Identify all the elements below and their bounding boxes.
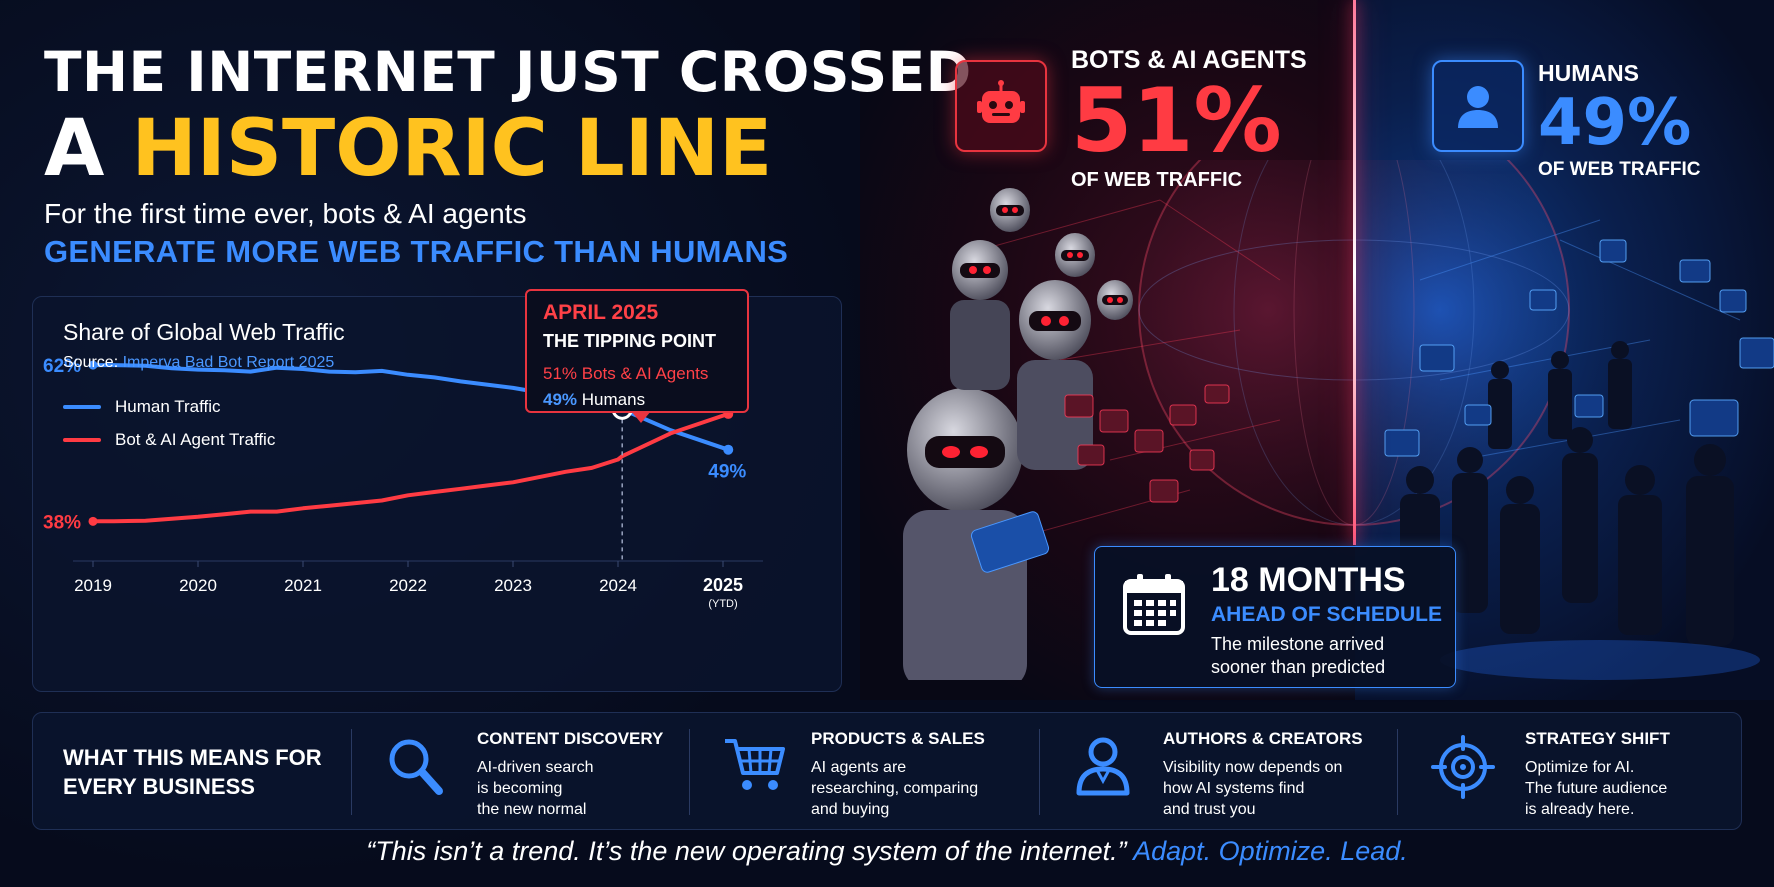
bots-stat: BOTS & AI AGENTS 51% OF WEB TRAFFIC: [1071, 46, 1307, 192]
business-item-desc-line: The future audience: [1525, 780, 1668, 797]
quote-tagline: Adapt. Optimize. Lead.: [1133, 836, 1408, 866]
label-human-end: 49%: [708, 462, 746, 483]
divider: [351, 729, 352, 815]
label-bot-start: 38%: [43, 512, 81, 533]
schedule-headline: 18 MONTHS: [1211, 561, 1406, 599]
business-item-desc-line: the new normal: [477, 801, 587, 818]
callout-pointer: [631, 411, 651, 423]
robot-icon: [977, 80, 1025, 123]
target-icon: [1431, 735, 1495, 799]
business-item-desc-line: how AI systems find: [1163, 780, 1305, 797]
robot-icon-box: [955, 60, 1047, 152]
business-item-strategy-shift: STRATEGY SHIFT Optimize for AI. The futu…: [1525, 729, 1670, 820]
x-tick-note: (YTD): [708, 598, 737, 610]
legend-item-bot: Bot & AI Agent Traffic: [63, 423, 275, 456]
humans-stat-value: 49%: [1538, 86, 1692, 160]
headline-line-2-white: A: [44, 104, 105, 194]
subheadline-emphasis: GENERATE MORE WEB TRAFFIC THAN HUMANS: [44, 234, 789, 269]
divider: [689, 729, 690, 815]
bots-stat-sub: OF WEB TRAFFIC: [1071, 169, 1243, 191]
headline-line-1: THE INTERNET JUST CROSSED: [44, 40, 972, 104]
business-item-desc-line: Visibility now depends on: [1163, 759, 1343, 776]
business-item-desc-line: and trust you: [1163, 801, 1256, 818]
quote-text: “This isn’t a trend. It’s the new operat…: [366, 836, 1127, 866]
legend-swatch-bot: [63, 437, 101, 442]
bots-vs-humans-illustration: [903, 160, 1774, 680]
business-item-desc-line: is already here.: [1525, 801, 1635, 818]
point-bot-start: [88, 516, 98, 526]
humans-stat: HUMANS 49% OF WEB TRAFFIC: [1538, 60, 1701, 181]
person-icon-box: [1432, 60, 1524, 152]
business-item-title: CONTENT DISCOVERY: [477, 729, 664, 748]
business-item-desc-line: AI-driven search: [477, 759, 594, 776]
callout-title: THE TIPPING POINT: [543, 331, 717, 351]
humans-stat-sub: OF WEB TRAFFIC: [1538, 159, 1701, 180]
chart-legend: Human Traffic Bot & AI Agent Traffic: [63, 390, 275, 456]
legend-item-human: Human Traffic: [63, 390, 275, 423]
divider: [1039, 729, 1040, 815]
headline-line-2-highlight: HISTORIC LINE: [131, 104, 773, 194]
divider: [1397, 729, 1398, 815]
person-icon: [1458, 86, 1498, 128]
business-item-desc-line: is becoming: [477, 780, 563, 797]
business-item-desc: Visibility now depends on how AI systems…: [1163, 757, 1363, 820]
business-item-authors-creators: AUTHORS & CREATORS Visibility now depend…: [1163, 729, 1363, 820]
calendar-icon: [1123, 574, 1185, 635]
series-line-bot: [91, 411, 731, 524]
business-item-desc-line: AI agents are: [811, 759, 907, 776]
schedule-subhead: AHEAD OF SCHEDULE: [1211, 603, 1443, 626]
business-item-desc: AI-driven search is becoming the new nor…: [477, 757, 663, 820]
chart-source-label: Source:: [63, 354, 119, 371]
headline-line-2: A HISTORIC LINE: [44, 104, 972, 194]
business-item-title: PRODUCTS & SALES: [811, 729, 985, 748]
chart-source-name: Imperva Bad Bot Report 2025: [122, 354, 335, 371]
callout-humans-word: Humans: [581, 390, 646, 409]
cart-icon: [725, 739, 785, 790]
bots-stat-label: BOTS & AI AGENTS: [1071, 46, 1307, 74]
user-icon: [1076, 737, 1130, 796]
chart-source: Source: Imperva Bad Bot Report 2025: [63, 354, 334, 372]
schedule-description: The milestone arrived sooner than predic…: [1211, 634, 1386, 677]
business-item-desc: Optimize for AI. The future audience is …: [1525, 757, 1670, 820]
x-tick-label: 2021: [284, 576, 322, 595]
callout-humans-pct: 49%: [543, 390, 578, 409]
business-heading: WHAT THIS MEANS FOR EVERY BUSINESS: [63, 745, 322, 799]
legend-swatch-human: [63, 404, 101, 409]
business-item-desc-line: and buying: [811, 801, 890, 818]
tipping-point-callout: APRIL 2025 THE TIPPING POINT 51% Bots & …: [525, 289, 749, 423]
legend-label-human: Human Traffic: [115, 396, 221, 416]
humans-stat-label: HUMANS: [1538, 60, 1639, 86]
x-tick-label: 2024: [599, 576, 637, 595]
subheadline: For the first time ever, bots & AI agent…: [44, 198, 527, 229]
business-item-title: STRATEGY SHIFT: [1525, 729, 1670, 748]
x-tick-label: 2020: [179, 576, 217, 595]
business-item-content-discovery: CONTENT DISCOVERY AI-driven search is be…: [477, 729, 663, 820]
point-human-end: [723, 444, 734, 455]
traffic-chart-panel: 2019 2020 2021 2022 2023 2024 2025 (YTD) 62% 38% 4…: [32, 289, 842, 692]
point-human-start: [88, 360, 98, 370]
business-item-title: AUTHORS & CREATORS: [1163, 729, 1363, 748]
business-implications-panel: WHAT THIS MEANS FOR EVERY BUSINESS CONTE…: [32, 712, 1742, 830]
chart-title: Share of Global Web Traffic: [63, 319, 345, 345]
bots-humans-divider: [1353, 0, 1356, 545]
legend-label-bot: Bot & AI Agent Traffic: [115, 429, 276, 449]
x-tick-label: 2023: [494, 576, 532, 595]
business-item-desc-line: researching, comparing: [811, 780, 979, 797]
label-human-start: 62%: [43, 356, 81, 377]
headline: THE INTERNET JUST CROSSED A HISTORIC LIN…: [44, 40, 972, 194]
business-item-desc: AI agents are researching, comparing and…: [811, 757, 985, 820]
search-icon: [389, 739, 443, 795]
x-tick-label: 2019: [74, 576, 112, 595]
business-item-products-sales: PRODUCTS & SALES AI agents are researchi…: [811, 729, 985, 820]
robot-crowd: [903, 188, 1133, 680]
x-tick-label: 2022: [389, 576, 427, 595]
schedule-card: 18 MONTHS AHEAD OF SCHEDULE The mileston…: [1094, 546, 1456, 688]
bots-stat-value: 51%: [1071, 69, 1282, 172]
callout-date: APRIL 2025: [543, 301, 659, 324]
business-item-desc-line: Optimize for AI.: [1525, 759, 1635, 776]
callout-humans-line: 49% Humans: [543, 390, 731, 410]
callout-bots-line: 51% Bots & AI Agents: [543, 364, 709, 383]
x-tick-label: 2025: [703, 575, 743, 595]
closing-quote: “This isn’t a trend. It’s the new operat…: [0, 836, 1774, 867]
